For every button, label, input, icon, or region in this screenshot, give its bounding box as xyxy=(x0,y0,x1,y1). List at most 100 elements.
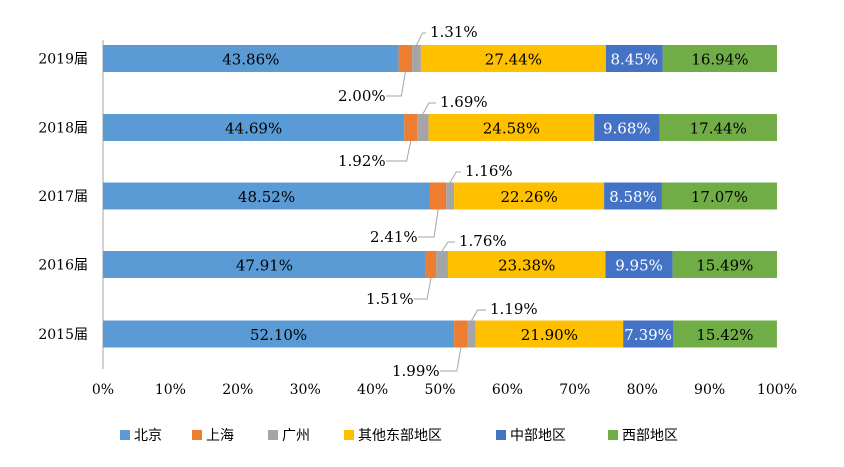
bar-segment xyxy=(594,114,660,141)
data-label: 8.58% xyxy=(609,188,657,206)
bar-segment xyxy=(605,45,663,72)
bar-segment xyxy=(430,182,447,210)
bar-segment xyxy=(623,320,674,348)
data-label: 17.44% xyxy=(690,120,747,138)
legend-swatch xyxy=(192,430,202,440)
data-label: 1.99% xyxy=(392,362,440,380)
data-label: 8.45% xyxy=(611,51,659,69)
x-tick-label: 70% xyxy=(559,382,590,398)
legend-swatch xyxy=(496,430,506,440)
bar-segment xyxy=(103,114,405,141)
x-tick-label: 60% xyxy=(492,382,523,398)
bar-segment xyxy=(103,251,426,278)
data-label: 17.07% xyxy=(691,188,748,206)
legend-swatch xyxy=(608,430,618,440)
leader-line xyxy=(414,277,432,300)
bar-segment xyxy=(103,320,455,348)
x-tick-label: 90% xyxy=(694,382,725,398)
data-label: 7.39% xyxy=(624,326,672,344)
x-tick-label: 50% xyxy=(424,382,455,398)
leader-line xyxy=(449,171,461,183)
bar-segment xyxy=(398,45,413,72)
legend-label: 其他东部地区 xyxy=(358,428,442,444)
bar-segment xyxy=(447,251,606,278)
data-label: 47.91% xyxy=(236,257,293,275)
data-label: 23.38% xyxy=(498,257,555,275)
legend-swatch xyxy=(120,430,130,440)
bar-segment xyxy=(446,182,455,210)
leader-line xyxy=(422,102,436,115)
bar-segment xyxy=(475,320,624,348)
data-label: 15.49% xyxy=(696,257,753,275)
data-label: 15.42% xyxy=(696,326,753,344)
x-tick-label: 20% xyxy=(222,382,253,398)
leader-line xyxy=(441,241,455,252)
legend-swatch xyxy=(268,430,278,440)
leader-line xyxy=(440,347,462,372)
leader-line xyxy=(418,209,439,238)
labels-layer: 43.86% 2.00% 1.31% 27.44% 8.45% 16.94% 44.69% 1… xyxy=(222,23,753,380)
legend: 北京 上海 广州 其他东部地区 中部地区 西部地区 xyxy=(120,428,678,444)
bar-segment xyxy=(436,251,448,278)
data-label: 9.95% xyxy=(615,257,663,275)
data-label: 1.31% xyxy=(430,23,478,41)
bar-segment xyxy=(673,320,777,348)
leader-line xyxy=(416,32,426,46)
data-label: 48.52% xyxy=(238,188,295,206)
legend-label: 广州 xyxy=(282,428,310,444)
bar-segment xyxy=(604,182,662,210)
category-label: 2018届 xyxy=(38,121,88,137)
data-label: 2.00% xyxy=(338,87,386,105)
bar-segment xyxy=(454,320,468,348)
bar-segment xyxy=(661,182,777,210)
bar-segment xyxy=(605,251,673,278)
data-label: 22.26% xyxy=(501,188,558,206)
leader-line xyxy=(386,71,406,97)
category-label: 2019届 xyxy=(38,52,88,68)
bar-segment xyxy=(404,114,418,141)
x-tick-label: 80% xyxy=(627,382,658,398)
bar-segment xyxy=(417,114,429,141)
data-label: 1.92% xyxy=(338,152,386,170)
data-label: 1.16% xyxy=(465,162,513,180)
data-label: 52.10% xyxy=(250,326,307,344)
x-tick-label: 40% xyxy=(357,382,388,398)
data-label: 21.90% xyxy=(521,326,578,344)
bar-segment xyxy=(425,251,437,278)
legend-label: 北京 xyxy=(134,428,162,444)
bar-segment xyxy=(454,182,605,210)
data-label: 1.76% xyxy=(459,232,507,250)
x-tick-label: 30% xyxy=(290,382,321,398)
legend-label: 上海 xyxy=(206,428,234,444)
data-label: 24.58% xyxy=(483,120,540,138)
bar-segment xyxy=(428,114,595,141)
x-tick-label: 0% xyxy=(92,382,114,398)
bar-segment xyxy=(672,251,777,278)
data-label: 1.19% xyxy=(490,300,538,318)
bar-segment xyxy=(659,114,777,141)
bar-segment xyxy=(467,320,476,348)
bars-layer xyxy=(103,45,777,348)
data-label: 1.69% xyxy=(440,93,488,111)
legend-swatch xyxy=(344,430,354,440)
data-label: 1.51% xyxy=(366,290,414,308)
data-label: 2.41% xyxy=(370,228,418,246)
data-label: 16.94% xyxy=(691,51,748,69)
bar-segment xyxy=(662,45,777,72)
legend-label: 西部地区 xyxy=(622,428,678,444)
axis-layer: 0% 10% 20% 30% 40% 50% 60% 70% 80% 90% 100% 2019届 20… xyxy=(38,40,797,398)
leader-line xyxy=(471,309,486,321)
leader-line xyxy=(386,140,412,162)
data-label: 27.44% xyxy=(485,51,542,69)
data-label: 9.68% xyxy=(603,120,651,138)
bar-segment xyxy=(103,45,399,72)
x-tick-label: 100% xyxy=(757,382,797,398)
data-label: 43.86% xyxy=(222,51,279,69)
category-label: 2017届 xyxy=(38,189,88,205)
bar-segment xyxy=(420,45,606,72)
bar-segment xyxy=(103,182,431,210)
data-label: 44.69% xyxy=(225,120,282,138)
legend-label: 中部地区 xyxy=(510,428,566,444)
category-label: 2015届 xyxy=(38,327,88,343)
